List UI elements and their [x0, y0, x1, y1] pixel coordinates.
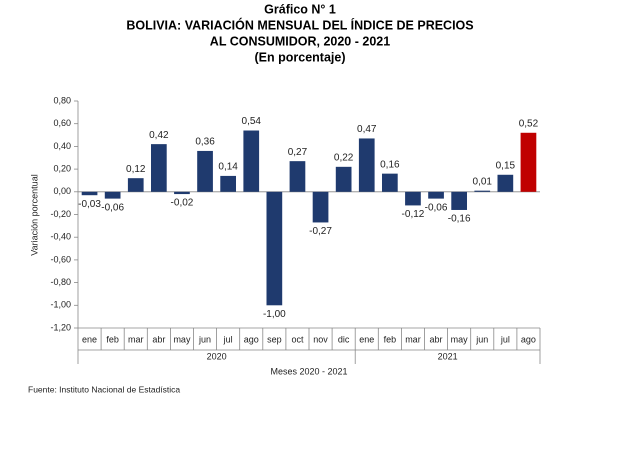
y-tick-label: 0,60	[53, 118, 71, 128]
x-tick-label: ene	[359, 334, 374, 344]
group-label: 2020	[207, 351, 227, 361]
x-tick-label: may	[451, 334, 469, 344]
value-label: -1,00	[263, 309, 286, 320]
value-label: 0,47	[357, 124, 377, 135]
bar	[266, 191, 283, 306]
x-tick-label: dic	[338, 334, 350, 344]
value-label: -0,03	[78, 199, 101, 210]
x-tick-label: mar	[405, 334, 421, 344]
bar	[127, 178, 144, 192]
x-tick-label: may	[173, 334, 191, 344]
bar	[428, 191, 444, 199]
x-tick-label: jul	[500, 334, 510, 344]
value-label: 0,52	[519, 118, 539, 129]
y-tick-label: -0,60	[50, 254, 71, 264]
x-tick-label: abr	[430, 334, 443, 344]
chart-title-line: AL CONSUMIDOR, 2020 - 2021	[210, 34, 390, 48]
bar	[405, 191, 421, 206]
x-tick-label: jul	[223, 334, 233, 344]
value-label: 0,16	[380, 159, 400, 170]
value-label: 0,36	[195, 137, 215, 148]
bar	[335, 166, 352, 192]
x-tick-label: abr	[152, 334, 165, 344]
value-label: 0,27	[288, 147, 308, 158]
group-label: 2021	[438, 351, 458, 361]
bar	[474, 190, 491, 192]
x-tick-label: feb	[384, 334, 397, 344]
bar	[358, 138, 375, 192]
source-note: Fuente: Instituto Nacional de Estadístic…	[28, 384, 180, 394]
bar	[312, 191, 329, 223]
value-label: -0,06	[101, 202, 124, 213]
value-label: 0,14	[218, 162, 238, 173]
chart-title-line: BOLIVIA: VARIACIÓN MENSUAL DEL ÍNDICE DE…	[126, 17, 473, 32]
x-tick-label: ago	[521, 334, 536, 344]
chart-subtitle: (En porcentaje)	[255, 50, 346, 64]
bar	[220, 175, 237, 192]
y-tick-label: 0,20	[53, 163, 71, 173]
value-label: -0,16	[448, 214, 471, 225]
value-label: 0,22	[334, 152, 354, 163]
y-tick-label: 0,40	[53, 141, 71, 151]
bar	[104, 191, 121, 199]
bar	[174, 191, 190, 195]
x-tick-label: sep	[267, 334, 282, 344]
value-label: 0,15	[496, 160, 516, 171]
value-label: 0,54	[242, 116, 262, 127]
bar	[150, 144, 167, 192]
chart-title-line: Gráfico N° 1	[264, 2, 336, 16]
x-tick-label: ago	[244, 334, 259, 344]
value-label: 0,42	[149, 130, 169, 141]
bar	[81, 191, 98, 196]
value-label: -0,06	[425, 202, 448, 213]
y-tick-label: 0,80	[53, 95, 71, 105]
x-tick-label: feb	[106, 334, 119, 344]
x-tick-label: oct	[291, 334, 304, 344]
y-tick-label: -1,20	[50, 322, 71, 332]
x-tick-label: ene	[82, 334, 97, 344]
bar	[243, 130, 260, 192]
bar	[520, 132, 537, 192]
value-label: -0,27	[309, 226, 332, 237]
value-label: -0,02	[171, 198, 194, 209]
value-label: 0,01	[473, 176, 493, 187]
x-tick-label: nov	[313, 334, 328, 344]
y-tick-label: -0,40	[50, 232, 71, 242]
bar	[197, 150, 213, 192]
value-label: -0,12	[402, 209, 425, 220]
y-tick-label: 0,00	[53, 186, 71, 196]
x-tick-label: jun	[198, 334, 211, 344]
bar	[289, 161, 306, 192]
y-tick-label: -1,00	[50, 300, 71, 310]
bar	[451, 191, 468, 210]
x-tick-label: jun	[475, 334, 488, 344]
y-tick-label: -0,20	[50, 209, 71, 219]
y-axis-title: Variación porcentual	[29, 174, 39, 255]
x-tick-label: mar	[128, 334, 144, 344]
bar	[381, 173, 398, 192]
x-axis-title: Meses 2020 - 2021	[270, 366, 347, 376]
y-tick-label: -0,80	[50, 277, 71, 287]
bar	[497, 174, 514, 192]
value-label: 0,12	[126, 164, 146, 175]
